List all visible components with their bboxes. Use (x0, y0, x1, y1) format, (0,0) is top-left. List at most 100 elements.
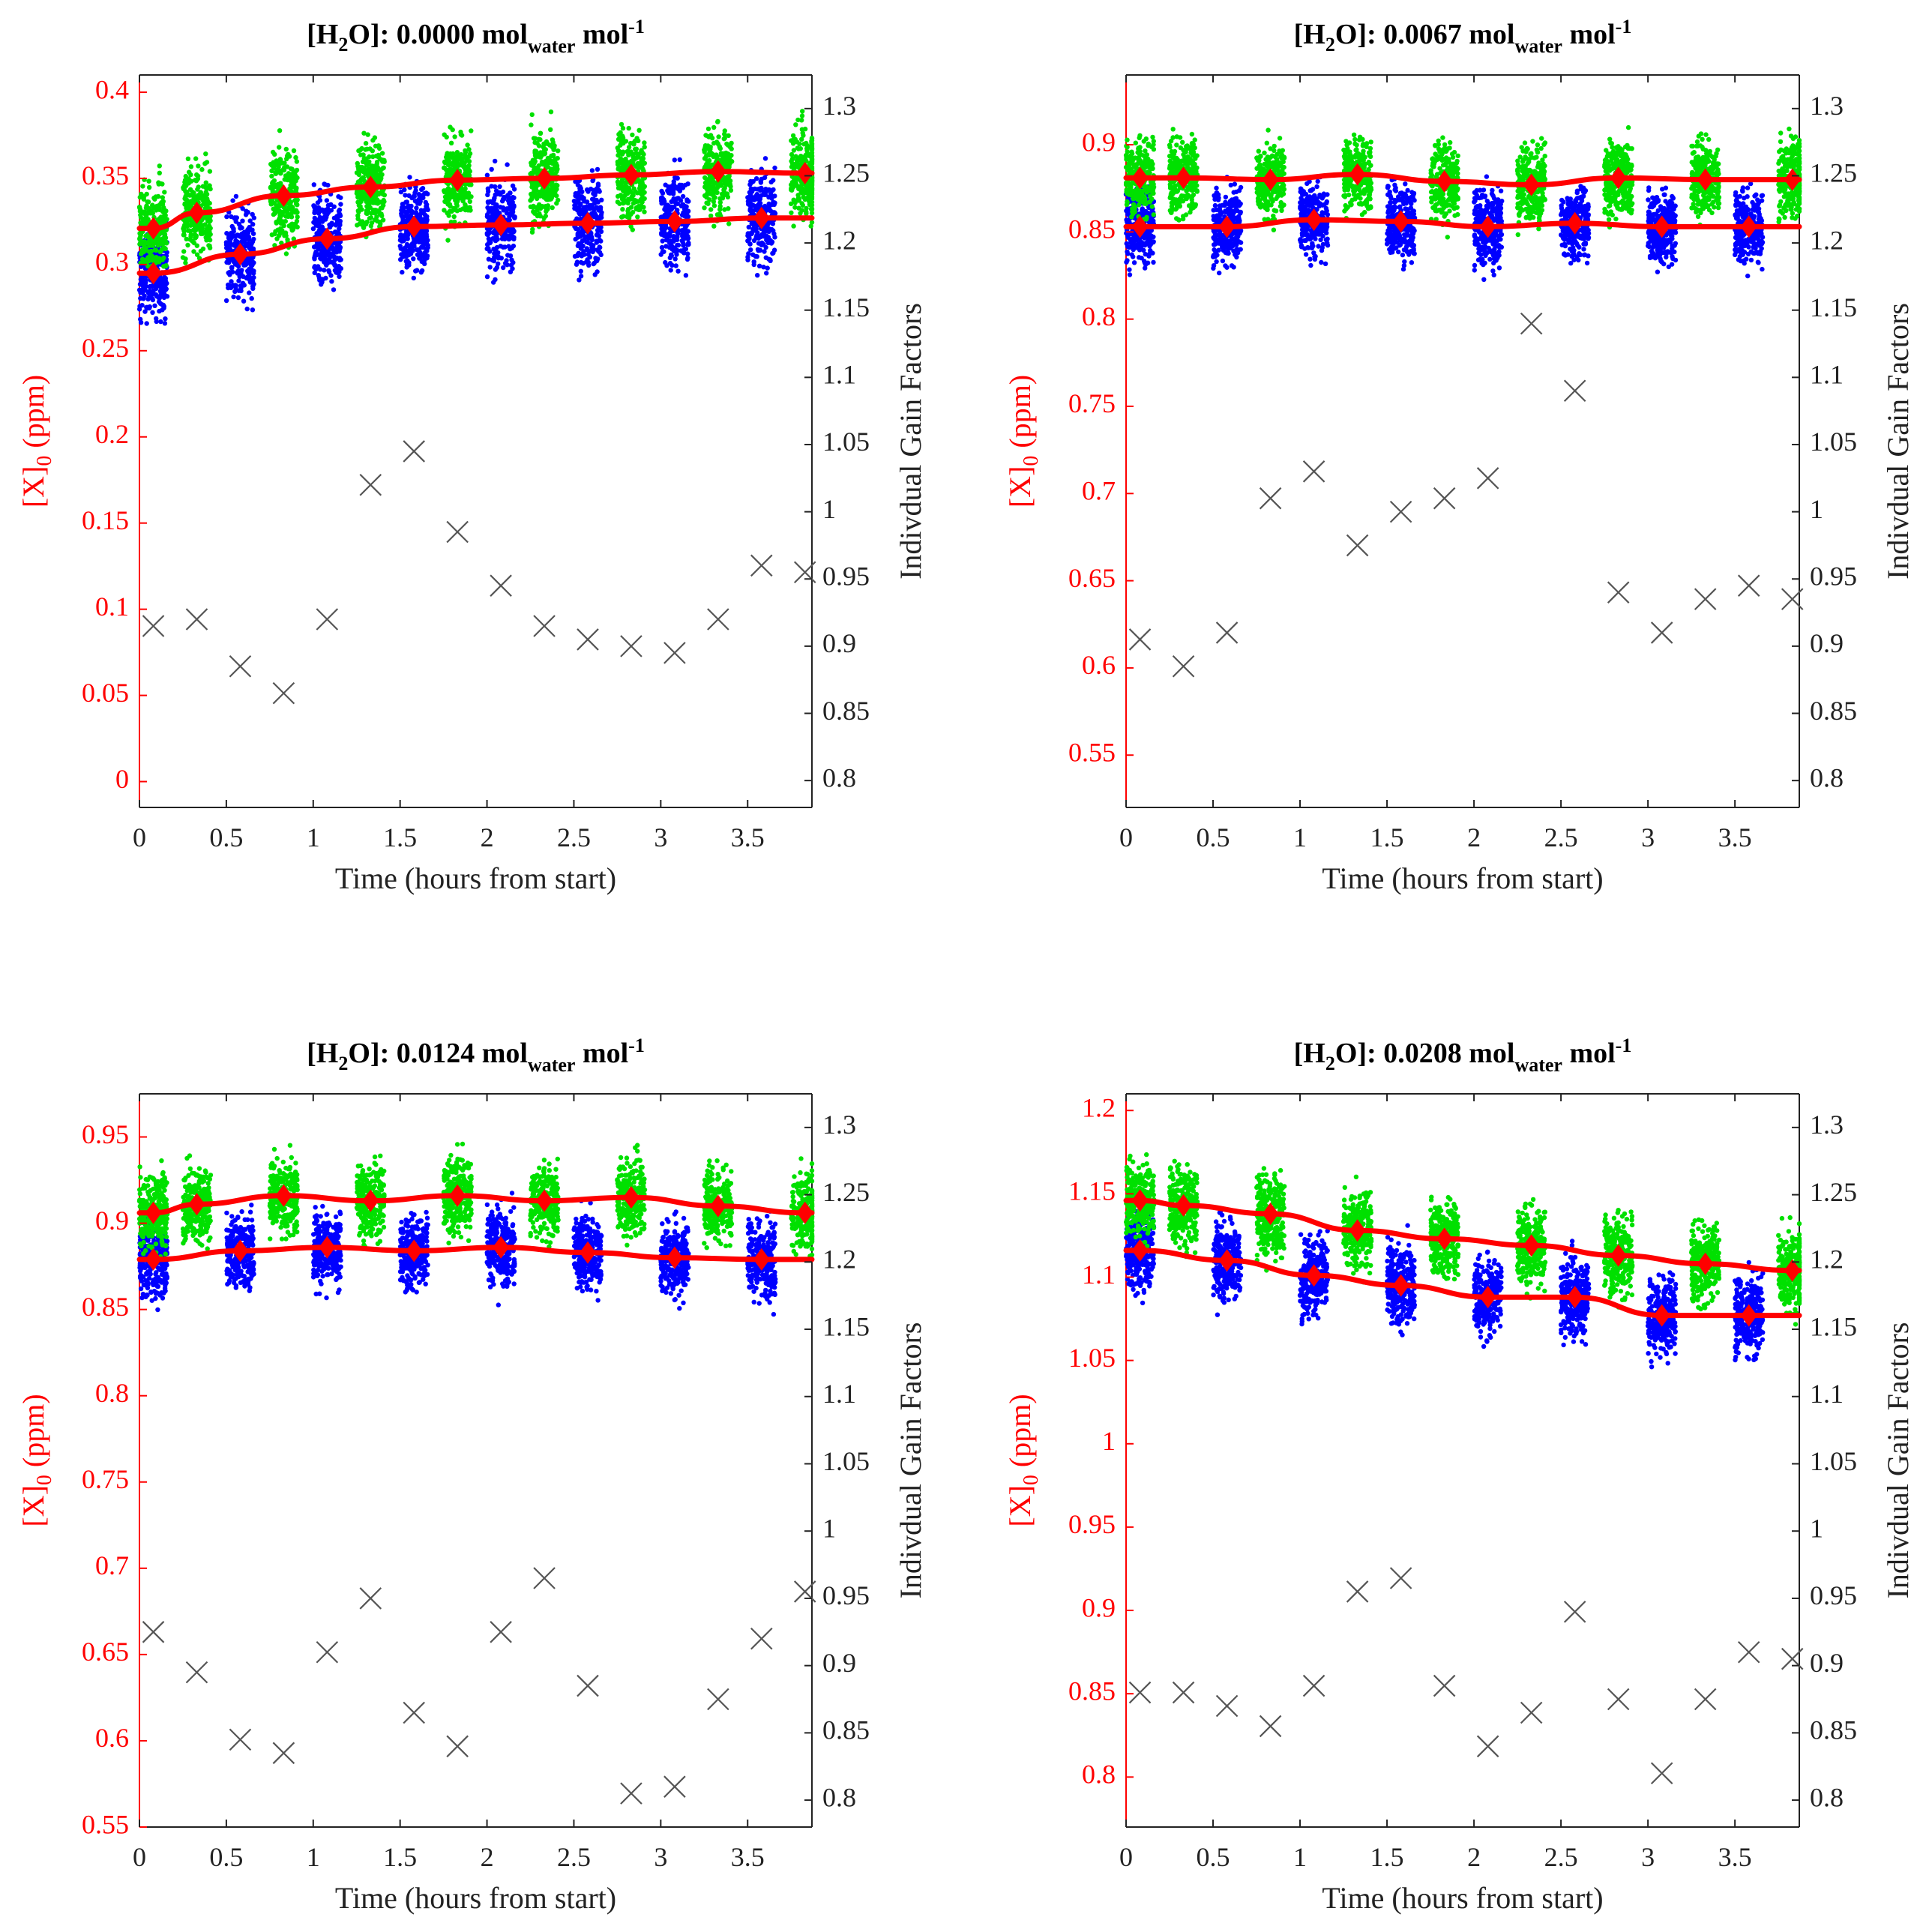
scatter-point (463, 153, 468, 158)
scatter-point (493, 277, 498, 283)
scatter-point (157, 308, 162, 314)
scatter-point (663, 259, 668, 265)
scatter-point (247, 218, 253, 223)
scatter-point (659, 230, 664, 236)
scatter-point (408, 251, 414, 256)
scatter-point (749, 209, 754, 214)
scatter-point (183, 256, 188, 262)
y2-tick-label: 1.15 (822, 292, 870, 322)
scatter-point (753, 253, 758, 259)
scatter-point (721, 192, 726, 197)
scatter-point (182, 178, 188, 183)
x-tick-label: 3.5 (731, 822, 765, 852)
scatter-point (1145, 241, 1150, 246)
scatter-point (507, 214, 512, 220)
scatter-point (249, 227, 254, 232)
scatter-point (556, 148, 561, 154)
scatter-point (1228, 204, 1233, 209)
scatter-point (713, 152, 718, 158)
scatter-point (250, 231, 256, 236)
scatter-point (640, 187, 645, 192)
x-tick-label: 2 (481, 822, 494, 852)
scatter-point (375, 201, 381, 206)
scatter-point (669, 204, 675, 210)
scatter-point (589, 237, 595, 243)
scatter-point (533, 194, 539, 199)
scatter-point (497, 184, 502, 190)
scatter-point (485, 199, 491, 205)
scatter-point (511, 236, 517, 242)
scatter-point (493, 247, 499, 252)
scatter-point (716, 134, 721, 139)
scatter-point (158, 319, 163, 325)
scatter-point (1131, 260, 1137, 265)
scatter-point (358, 152, 364, 157)
scatter-point (615, 159, 621, 165)
scatter-point (705, 126, 711, 132)
scatter-point (463, 190, 468, 195)
scatter-point (151, 292, 157, 297)
scatter-point (241, 274, 246, 279)
title-subscript: water (528, 35, 576, 57)
scatter-point (544, 206, 550, 212)
scatter-point (544, 190, 550, 196)
scatter-point (368, 223, 373, 229)
scatter-point (323, 275, 328, 281)
scatter-point (798, 211, 803, 216)
scatter-point (234, 270, 240, 275)
scatter-point (660, 190, 666, 196)
scatter-point (312, 208, 318, 214)
scatter-point (463, 202, 468, 208)
scatter-point (465, 142, 470, 148)
scatter-point (619, 196, 625, 202)
scatter-point (139, 264, 144, 269)
scatter-point (495, 237, 500, 242)
y2-tick-label: 0.9 (822, 628, 856, 658)
scatter-point (365, 208, 370, 213)
scatter-point (538, 130, 544, 136)
scatter-point (685, 251, 690, 256)
scatter-point (155, 205, 160, 210)
scatter-point (364, 199, 369, 204)
scatter-point (196, 163, 201, 169)
scatter-point (291, 169, 297, 175)
scatter-point (807, 202, 813, 207)
scatter-point (529, 112, 535, 118)
scatter-point (1143, 210, 1149, 216)
scatter-point (364, 219, 370, 225)
scatter-point (412, 199, 418, 204)
scatter-point (572, 253, 578, 259)
scatter-point (407, 208, 412, 214)
scatter-point (404, 199, 409, 205)
scatter-point (411, 256, 416, 262)
scatter-point (618, 142, 623, 148)
scatter-point (375, 218, 380, 224)
scatter-point (715, 141, 720, 147)
y2-tick-label: 0.8 (822, 762, 856, 792)
scatter-point (672, 157, 677, 163)
scatter-point (223, 298, 229, 304)
scatter-point (327, 255, 333, 260)
scatter-point (325, 182, 331, 188)
scatter-point (489, 217, 494, 222)
scatter-point (232, 289, 238, 294)
title-text: O]: 0.0000 mol (348, 19, 528, 50)
scatter-point (537, 189, 542, 195)
scatter-point (400, 269, 405, 275)
scatter-point (1141, 247, 1146, 253)
title-text: mol (575, 19, 628, 50)
scatter-point (354, 170, 360, 175)
scatter-point (580, 189, 585, 194)
scatter-point (511, 195, 517, 200)
scatter-point (161, 255, 166, 261)
scatter-point (144, 321, 149, 326)
scatter-point (202, 184, 208, 190)
scatter-point (245, 210, 250, 215)
scatter-point (405, 232, 411, 238)
scatter-point (325, 211, 330, 217)
scatter-point (146, 178, 151, 184)
scatter-point (231, 259, 236, 265)
scatter-point (597, 226, 602, 232)
scatter-point (625, 190, 630, 196)
